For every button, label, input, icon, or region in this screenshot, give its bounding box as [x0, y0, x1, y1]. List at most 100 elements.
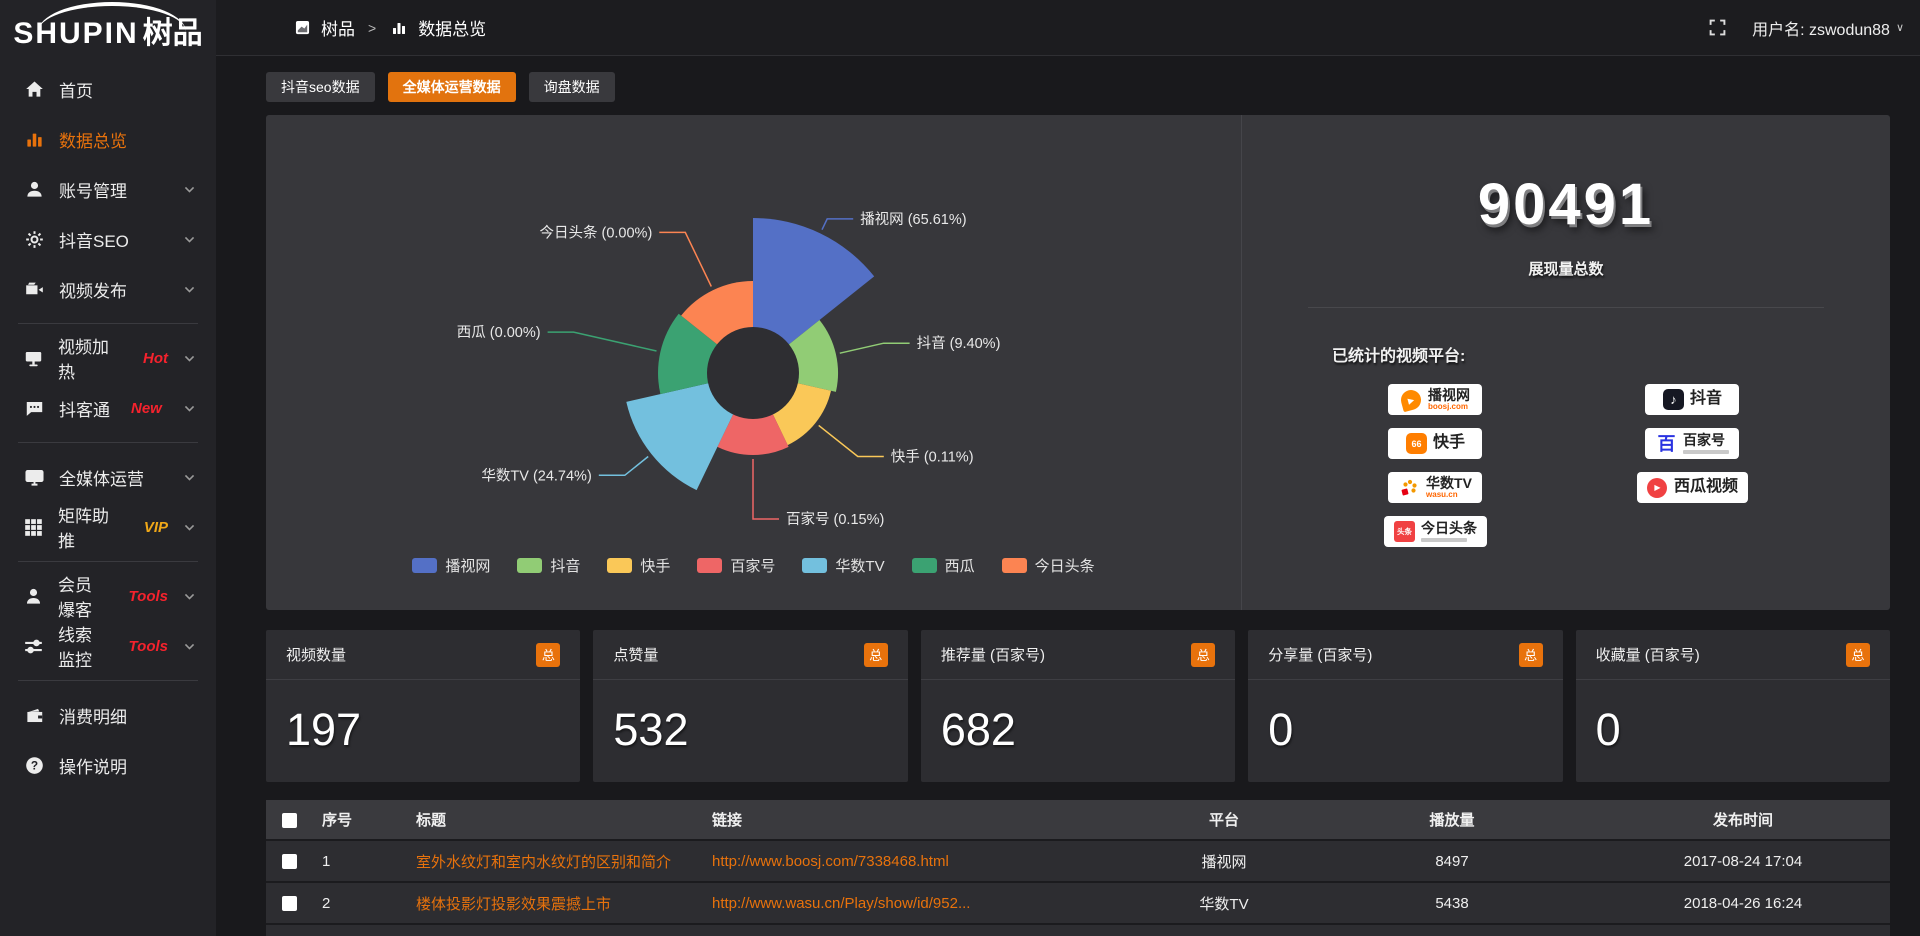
home-icon — [24, 79, 44, 99]
wallet-icon — [24, 705, 44, 725]
rose-chart[interactable]: 播视网 (65.61%) 抖音 (9.40%) 快手 (0.11%) 百家号 (0.1… — [266, 115, 1241, 610]
cell-platform: 华数TV — [1140, 881, 1308, 924]
pie-label: 今日头条 (0.00%) — [539, 224, 652, 241]
sidebar-item-12[interactable]: 会员爆客 Tools — [0, 571, 216, 621]
sidebar-item-4[interactable]: 视频发布 — [0, 264, 216, 314]
cell-plays: 8497 — [1308, 839, 1596, 882]
legend-item-0[interactable]: 播视网 — [412, 555, 490, 576]
legend-item-1[interactable]: 抖音 — [517, 555, 580, 576]
sidebar-item-2[interactable]: 账号管理 — [0, 164, 216, 214]
platform-badge-4: ♪ 抖音 — [1645, 384, 1740, 415]
stat-card-label: 视频数量 — [286, 647, 347, 664]
user-menu[interactable]: 用户名: zswodun88 ∨ — [1752, 16, 1904, 40]
toutiao-logo: 头条 — [1393, 521, 1415, 542]
sidebar-item-label: 全媒体运营 — [59, 469, 144, 489]
platform-name: 今日头条 — [1420, 520, 1477, 537]
total-badge: 总 — [1191, 642, 1216, 667]
topbar: 树品 > 数据总览 用户名: zswodun88 ∨ — [216, 0, 1920, 56]
videos-table: 序号 标题 链接 平台 播放量 发布时间 1 室外水纹灯和室内水纹灯的区别和简介 http:/… — [266, 800, 1890, 936]
legend-item-6[interactable]: 今日头条 — [1001, 555, 1095, 576]
cell-title-link[interactable]: 楼体投影灯投影效果震撼上市 — [406, 881, 702, 924]
rose-chart-svg[interactable]: 播视网 (65.61%) 抖音 (9.40%) 快手 (0.11%) 百家号 (0.1… — [266, 115, 1241, 610]
column-header-0: 序号 — [312, 800, 406, 840]
cell-plays: 5438 — [1308, 881, 1596, 924]
stat-card-value: 0 — [1595, 704, 1621, 755]
pie-center-hole — [707, 327, 799, 419]
platform-name: 播视网 — [1427, 386, 1470, 403]
monitor-icon — [24, 467, 44, 487]
platform-name: 华数TV — [1426, 474, 1472, 491]
baijiahao-logo: 百 — [1657, 433, 1676, 454]
breadcrumb: 树品 > 数据总览 — [292, 15, 486, 40]
sidebar-nav: 首页 数据总览 账号管理抖音SEO 视频发布视频加热 Hot 抖客通 New 全媒体运营矩阵助… — [0, 64, 216, 790]
fullscreen-icon[interactable] — [1709, 19, 1726, 36]
sidebar-item-1[interactable]: 数据总览 — [0, 114, 216, 164]
legend-swatch — [607, 558, 633, 573]
cell-url-link[interactable]: http://www.boosj.com/7338468.html — [702, 839, 1140, 882]
row-checkbox[interactable] — [281, 896, 297, 912]
stat-card-0: 视频数量 总 197 — [266, 630, 581, 782]
pie-label-line — [818, 424, 884, 458]
table-row-partial — [266, 923, 1890, 936]
chevron-down-icon — [183, 183, 196, 196]
total-impressions-label: 展现量总数 — [1528, 261, 1604, 278]
chat-icon — [24, 398, 44, 418]
sidebar-item-13[interactable]: 线索监控 Tools — [0, 621, 216, 671]
sidebar-item-16[interactable]: ? 操作说明 — [0, 740, 216, 790]
stat-card-4: 收藏量 (百家号) 总 0 — [1575, 630, 1891, 782]
legend-item-2[interactable]: 快手 — [607, 555, 670, 576]
cell-time: 2017-08-24 17:04 — [1596, 839, 1890, 882]
chevron-down-icon — [183, 471, 196, 484]
sidebar-item-badge: New — [131, 399, 162, 417]
tab-0[interactable]: 抖音seo数据 — [266, 72, 375, 102]
stat-card-label: 收藏量 (百家号) — [1595, 647, 1700, 664]
overview-panel: 播视网 (65.61%) 抖音 (9.40%) 快手 (0.11%) 百家号 (0.1… — [266, 115, 1890, 610]
legend-item-3[interactable]: 百家号 — [697, 555, 775, 576]
sidebar-item-label: 视频加热 — [58, 338, 109, 382]
sidebar-item-label: 抖音SEO — [59, 231, 129, 251]
platform-name: 西瓜视频 — [1673, 478, 1738, 496]
tab-2[interactable]: 询盘数据 — [528, 72, 615, 102]
platform-subtitle: wasu.cn — [1426, 489, 1458, 499]
pie-slice-0[interactable] — [753, 218, 875, 373]
stat-card-value: 0 — [1268, 704, 1294, 755]
table-body: 1 室外水纹灯和室内水纹灯的区别和简介 http://www.boosj.com/7… — [266, 839, 1890, 936]
sidebar-item-0[interactable]: 首页 — [0, 64, 216, 114]
brand-logo[interactable]: SHUPIN 树品 — [0, 0, 216, 64]
sidebar-divider — [18, 442, 198, 443]
legend-item-4[interactable]: 华数TV — [802, 555, 885, 576]
sidebar-item-badge: Tools — [128, 587, 168, 605]
tab-1[interactable]: 全媒体运营数据 — [387, 72, 516, 102]
sidebar: SHUPIN 树品 首页 数据总览 账号管理抖音SEO 视频发布视频加热 Hot 抖客通 Ne… — [0, 0, 216, 936]
sidebar-item-15[interactable]: 消费明细 — [0, 690, 216, 740]
cell-title-link[interactable]: 室外水纹灯和室内水纹灯的区别和简介 — [406, 839, 702, 882]
sidebar-item-10[interactable]: 矩阵助推 VIP — [0, 502, 216, 552]
svg-text:?: ? — [30, 758, 37, 772]
cell-no: 1 — [312, 839, 406, 882]
stat-cards-row: 视频数量总 197 点赞量总 532 推荐量 (百家号) 总 682 分享量 (百家号) 总 0 收… — [266, 630, 1891, 782]
stat-card-label: 分享量 (百家号) — [1268, 647, 1373, 664]
sidebar-item-9[interactable]: 全媒体运营 — [0, 452, 216, 502]
pie-label: 西瓜 (0.00%) — [457, 325, 541, 341]
row-checkbox[interactable] — [281, 854, 297, 870]
chevron-down-icon — [183, 402, 196, 415]
platform-badge-3: 头条 今日头条 — [1383, 516, 1487, 547]
stat-card-value: 197 — [286, 704, 362, 755]
select-all-checkbox[interactable] — [281, 812, 297, 828]
chart-legend: 播视网 抖音 快手 百家号 华数TV 西瓜 今日头条 — [266, 555, 1241, 576]
platform-badge-5: 百百家号 — [1645, 428, 1740, 459]
platform-name: 百家号 — [1682, 432, 1725, 449]
platform-name: 抖音 — [1689, 390, 1722, 408]
breadcrumb-root[interactable]: 树品 — [321, 20, 355, 39]
sidebar-item-3[interactable]: 抖音SEO — [0, 214, 216, 264]
summary-divider — [1308, 307, 1824, 308]
pie-label-line — [659, 231, 712, 287]
chevron-down-icon — [183, 352, 196, 365]
sidebar-item-6[interactable]: 视频加热 Hot — [0, 333, 216, 383]
column-header-1: 标题 — [406, 800, 702, 840]
cell-url-link[interactable]: http://www.wasu.cn/Play/show/id/952... — [702, 881, 1140, 924]
legend-item-5[interactable]: 西瓜 — [911, 555, 975, 576]
sidebar-item-7[interactable]: 抖客通 New — [0, 383, 216, 433]
sidebar-item-label: 线索监控 — [58, 626, 92, 670]
video-publish-icon — [24, 279, 44, 299]
